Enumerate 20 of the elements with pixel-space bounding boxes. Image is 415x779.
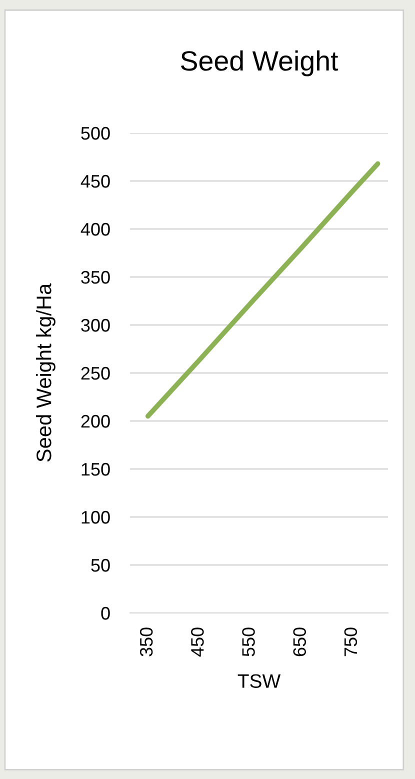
x-tick-label: 450 [191,628,204,657]
x-tick-label: 350 [140,628,153,656]
y-tick-label: 450 [80,174,110,188]
y-tick-label: 250 [81,366,110,380]
y-tick-label: 500 [81,126,110,140]
line-series [145,161,380,419]
y-axis-title: Seed Weight kg/Ha [36,283,56,462]
chart-title: Seed Weight [180,50,338,76]
y-tick-label: 400 [80,222,110,236]
y-tick-label: 50 [91,558,110,572]
y-tick-label: 0 [101,606,110,620]
x-axis-title: TSW [238,674,281,688]
x-tick-label: 750 [344,628,358,656]
y-tick-label: 350 [81,270,110,284]
x-tick-label: 650 [293,628,306,656]
y-tick-label: 100 [82,510,110,524]
x-tick-label: 550 [242,628,255,656]
y-tick-label: 200 [81,414,110,428]
y-tick-label: 150 [82,462,110,476]
y-tick-label: 300 [81,318,110,332]
